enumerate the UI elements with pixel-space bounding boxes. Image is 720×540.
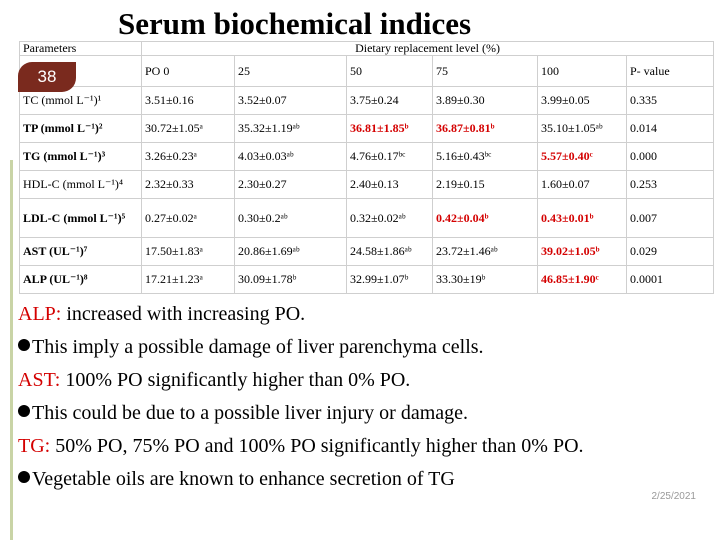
value-cell: 2.30±0.27: [234, 170, 347, 199]
value-cell: 35.10±1.05ᵃᵇ: [537, 114, 627, 143]
finding-text: This imply a possible damage of liver pa…: [32, 336, 484, 358]
value-cell: 33.30±19ᵇ: [432, 265, 538, 294]
table-row: ALP (UL⁻¹)⁸ 17.21±1.23ᵃ 30.09±1.78ᵇ 32.99±1…: [19, 265, 715, 294]
value-cell: 46.85±1.90ᶜ: [537, 265, 627, 294]
value-cell: 23.72±1.46ᵃᵇ: [432, 237, 538, 266]
value-cell: 35.32±1.19ᵃᵇ: [234, 114, 347, 143]
table-row: AST (UL⁻¹)⁷ 17.50±1.83ᵃ 20.86±1.69ᵃᵇ 24.58±…: [19, 237, 715, 266]
finding-label: TG:: [18, 435, 51, 457]
param-cell: ALP (UL⁻¹)⁸: [19, 265, 142, 294]
bullet-icon: [18, 339, 30, 351]
value-cell: 0.32±0.02ᵃᵇ: [346, 198, 433, 238]
finding-label: AST:: [18, 369, 61, 391]
value-cell: 32.99±1.07ᵇ: [346, 265, 433, 294]
slide-date: 2/25/2021: [651, 491, 697, 502]
value-cell: 39.02±1.05ᵇ: [537, 237, 627, 266]
value-cell: 2.19±0.15: [432, 170, 538, 199]
value-cell: 0.42±0.04ᵇ: [432, 198, 538, 238]
value-cell: 36.87±0.81ᵇ: [432, 114, 538, 143]
col-header: 25: [234, 55, 347, 87]
value-cell: 3.52±0.07: [234, 86, 347, 115]
level-header: Dietary replacement level (%): [140, 41, 715, 56]
param-cell: HDL-C (mmol L⁻¹)⁴: [19, 170, 142, 199]
value-cell: 17.21±1.23ᵃ: [141, 265, 235, 294]
table-row: TP (mmol L⁻¹)² 30.72±1.05ᵃ 35.32±1.19ᵃᵇ 36.…: [19, 114, 715, 143]
finding-text: 50% PO, 75% PO and 100% PO significantly…: [50, 435, 584, 457]
param-cell: AST (UL⁻¹)⁷: [19, 237, 142, 266]
param-cell: LDL-C (mmol L⁻¹)⁵: [19, 198, 142, 238]
table-row: TG (mmol L⁻¹)³ 3.26±0.23ᵃ 4.03±0.03ᵃᵇ 4.76±…: [19, 142, 715, 171]
level-columns-row: PO 0 25 50 75 100 P- value: [19, 55, 715, 87]
value-cell: 0.0001: [625, 265, 715, 294]
value-cell: 2.40±0.13: [346, 170, 433, 199]
value-cell: 0.000: [625, 142, 715, 171]
value-cell: 5.57±0.40ᶜ: [537, 142, 627, 171]
finding-line: TG: 50% PO, 75% PO and 100% PO significa…: [18, 430, 708, 463]
finding-label: ALP:: [18, 303, 62, 325]
value-cell: 0.27±0.02ᵃ: [141, 198, 235, 238]
finding-text: This could be due to a possible liver in…: [32, 402, 469, 424]
finding-text: 100% PO significantly higher than 0% PO.: [60, 369, 411, 391]
table-body: Parameters Dietary replacement level (%)…: [19, 41, 715, 294]
bullet-icon: [18, 405, 30, 417]
value-cell: 1.60±0.07: [537, 170, 627, 199]
table-header-row: Parameters Dietary replacement level (%): [19, 41, 715, 56]
value-cell: 0.335: [625, 86, 715, 115]
param-cell: TG (mmol L⁻¹)³: [19, 142, 142, 171]
bullet-line: This could be due to a possible liver in…: [18, 397, 708, 430]
value-cell: 3.51±0.16: [141, 86, 235, 115]
table-row: HDL-C (mmol L⁻¹)⁴ 2.32±0.33 2.30±0.27 2.40±…: [19, 170, 715, 199]
bullet-line: This imply a possible damage of liver pa…: [18, 331, 708, 364]
value-cell: 30.72±1.05ᵃ: [141, 114, 235, 143]
value-cell: 0.253: [625, 170, 715, 199]
value-cell: 5.16±0.43ᵇᶜ: [432, 142, 538, 171]
value-cell: 3.75±0.24: [346, 86, 433, 115]
col-header: 75: [432, 55, 538, 87]
value-cell: 0.007: [625, 198, 715, 238]
bullet-line: Vegetable oils are known to enhance secr…: [18, 463, 708, 496]
value-cell: 24.58±1.86ᵃᵇ: [346, 237, 433, 266]
col-header: PO 0: [141, 55, 235, 87]
value-cell: 17.50±1.83ᵃ: [141, 237, 235, 266]
value-cell: 0.30±0.2ᵃᵇ: [234, 198, 347, 238]
value-cell: 0.029: [625, 237, 715, 266]
slide-number-badge: 38: [18, 62, 76, 92]
value-cell: 0.014: [625, 114, 715, 143]
finding-text: increased with increasing PO.: [61, 303, 306, 325]
value-cell: 2.32±0.33: [141, 170, 235, 199]
value-cell: 4.03±0.03ᵃᵇ: [234, 142, 347, 171]
col-header: 50: [346, 55, 433, 87]
value-cell: 0.43±0.01ᵇ: [537, 198, 627, 238]
col-header: P- value: [625, 55, 715, 87]
bullet-icon: [18, 471, 30, 483]
left-accent-rule: [10, 160, 13, 540]
value-cell: 4.76±0.17ᵇᶜ: [346, 142, 433, 171]
serum-indices-table: Parameters Dietary replacement level (%)…: [19, 41, 715, 294]
finding-line: AST: 100% PO significantly higher than 0…: [18, 364, 708, 397]
col-header: 100: [537, 55, 627, 87]
value-cell: 3.26±0.23ᵃ: [141, 142, 235, 171]
finding-text: Vegetable oils are known to enhance secr…: [32, 468, 455, 490]
table-row: LDL-C (mmol L⁻¹)⁵ 0.27±0.02ᵃ 0.30±0.2ᵃᵇ 0.3…: [19, 198, 715, 238]
value-cell: 30.09±1.78ᵇ: [234, 265, 347, 294]
finding-line: ALP: increased with increasing PO.: [18, 298, 708, 331]
value-cell: 3.89±0.30: [432, 86, 538, 115]
value-cell: 36.81±1.85ᵇ: [346, 114, 433, 143]
param-header: Parameters: [19, 41, 142, 56]
param-cell: TP (mmol L⁻¹)²: [19, 114, 142, 143]
table-row: TC (mmol L⁻¹)¹ 3.51±0.16 3.52±0.07 3.75±0.2…: [19, 86, 715, 115]
value-cell: 20.86±1.69ᵃᵇ: [234, 237, 347, 266]
comments-block: ALP: increased with increasing PO. This i…: [18, 298, 708, 496]
value-cell: 3.99±0.05: [537, 86, 627, 115]
slide-title: Serum biochemical indices: [118, 6, 472, 41]
